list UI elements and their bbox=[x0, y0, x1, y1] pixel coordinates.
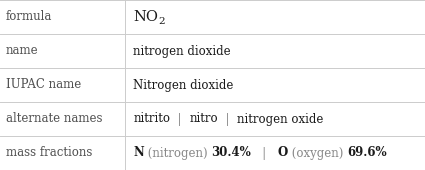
Text: IUPAC name: IUPAC name bbox=[6, 79, 81, 91]
Text: |: | bbox=[170, 113, 189, 125]
Text: Nitrogen dioxide: Nitrogen dioxide bbox=[133, 79, 234, 91]
Text: NO: NO bbox=[133, 10, 159, 24]
Text: nitrogen dioxide: nitrogen dioxide bbox=[133, 45, 231, 57]
Text: (nitrogen): (nitrogen) bbox=[144, 147, 212, 159]
Text: N: N bbox=[133, 147, 144, 159]
Text: (oxygen): (oxygen) bbox=[288, 147, 347, 159]
Text: 69.6%: 69.6% bbox=[347, 147, 387, 159]
Text: alternate names: alternate names bbox=[6, 113, 102, 125]
Text: nitro: nitro bbox=[189, 113, 218, 125]
Text: nitrito: nitrito bbox=[133, 113, 170, 125]
Text: |: | bbox=[251, 147, 278, 159]
Text: |: | bbox=[218, 113, 237, 125]
Text: 30.4%: 30.4% bbox=[212, 147, 251, 159]
Text: mass fractions: mass fractions bbox=[6, 147, 92, 159]
Text: formula: formula bbox=[6, 11, 52, 23]
Text: 2: 2 bbox=[159, 17, 165, 26]
Text: O: O bbox=[278, 147, 288, 159]
Text: name: name bbox=[6, 45, 39, 57]
Text: nitrogen oxide: nitrogen oxide bbox=[237, 113, 323, 125]
